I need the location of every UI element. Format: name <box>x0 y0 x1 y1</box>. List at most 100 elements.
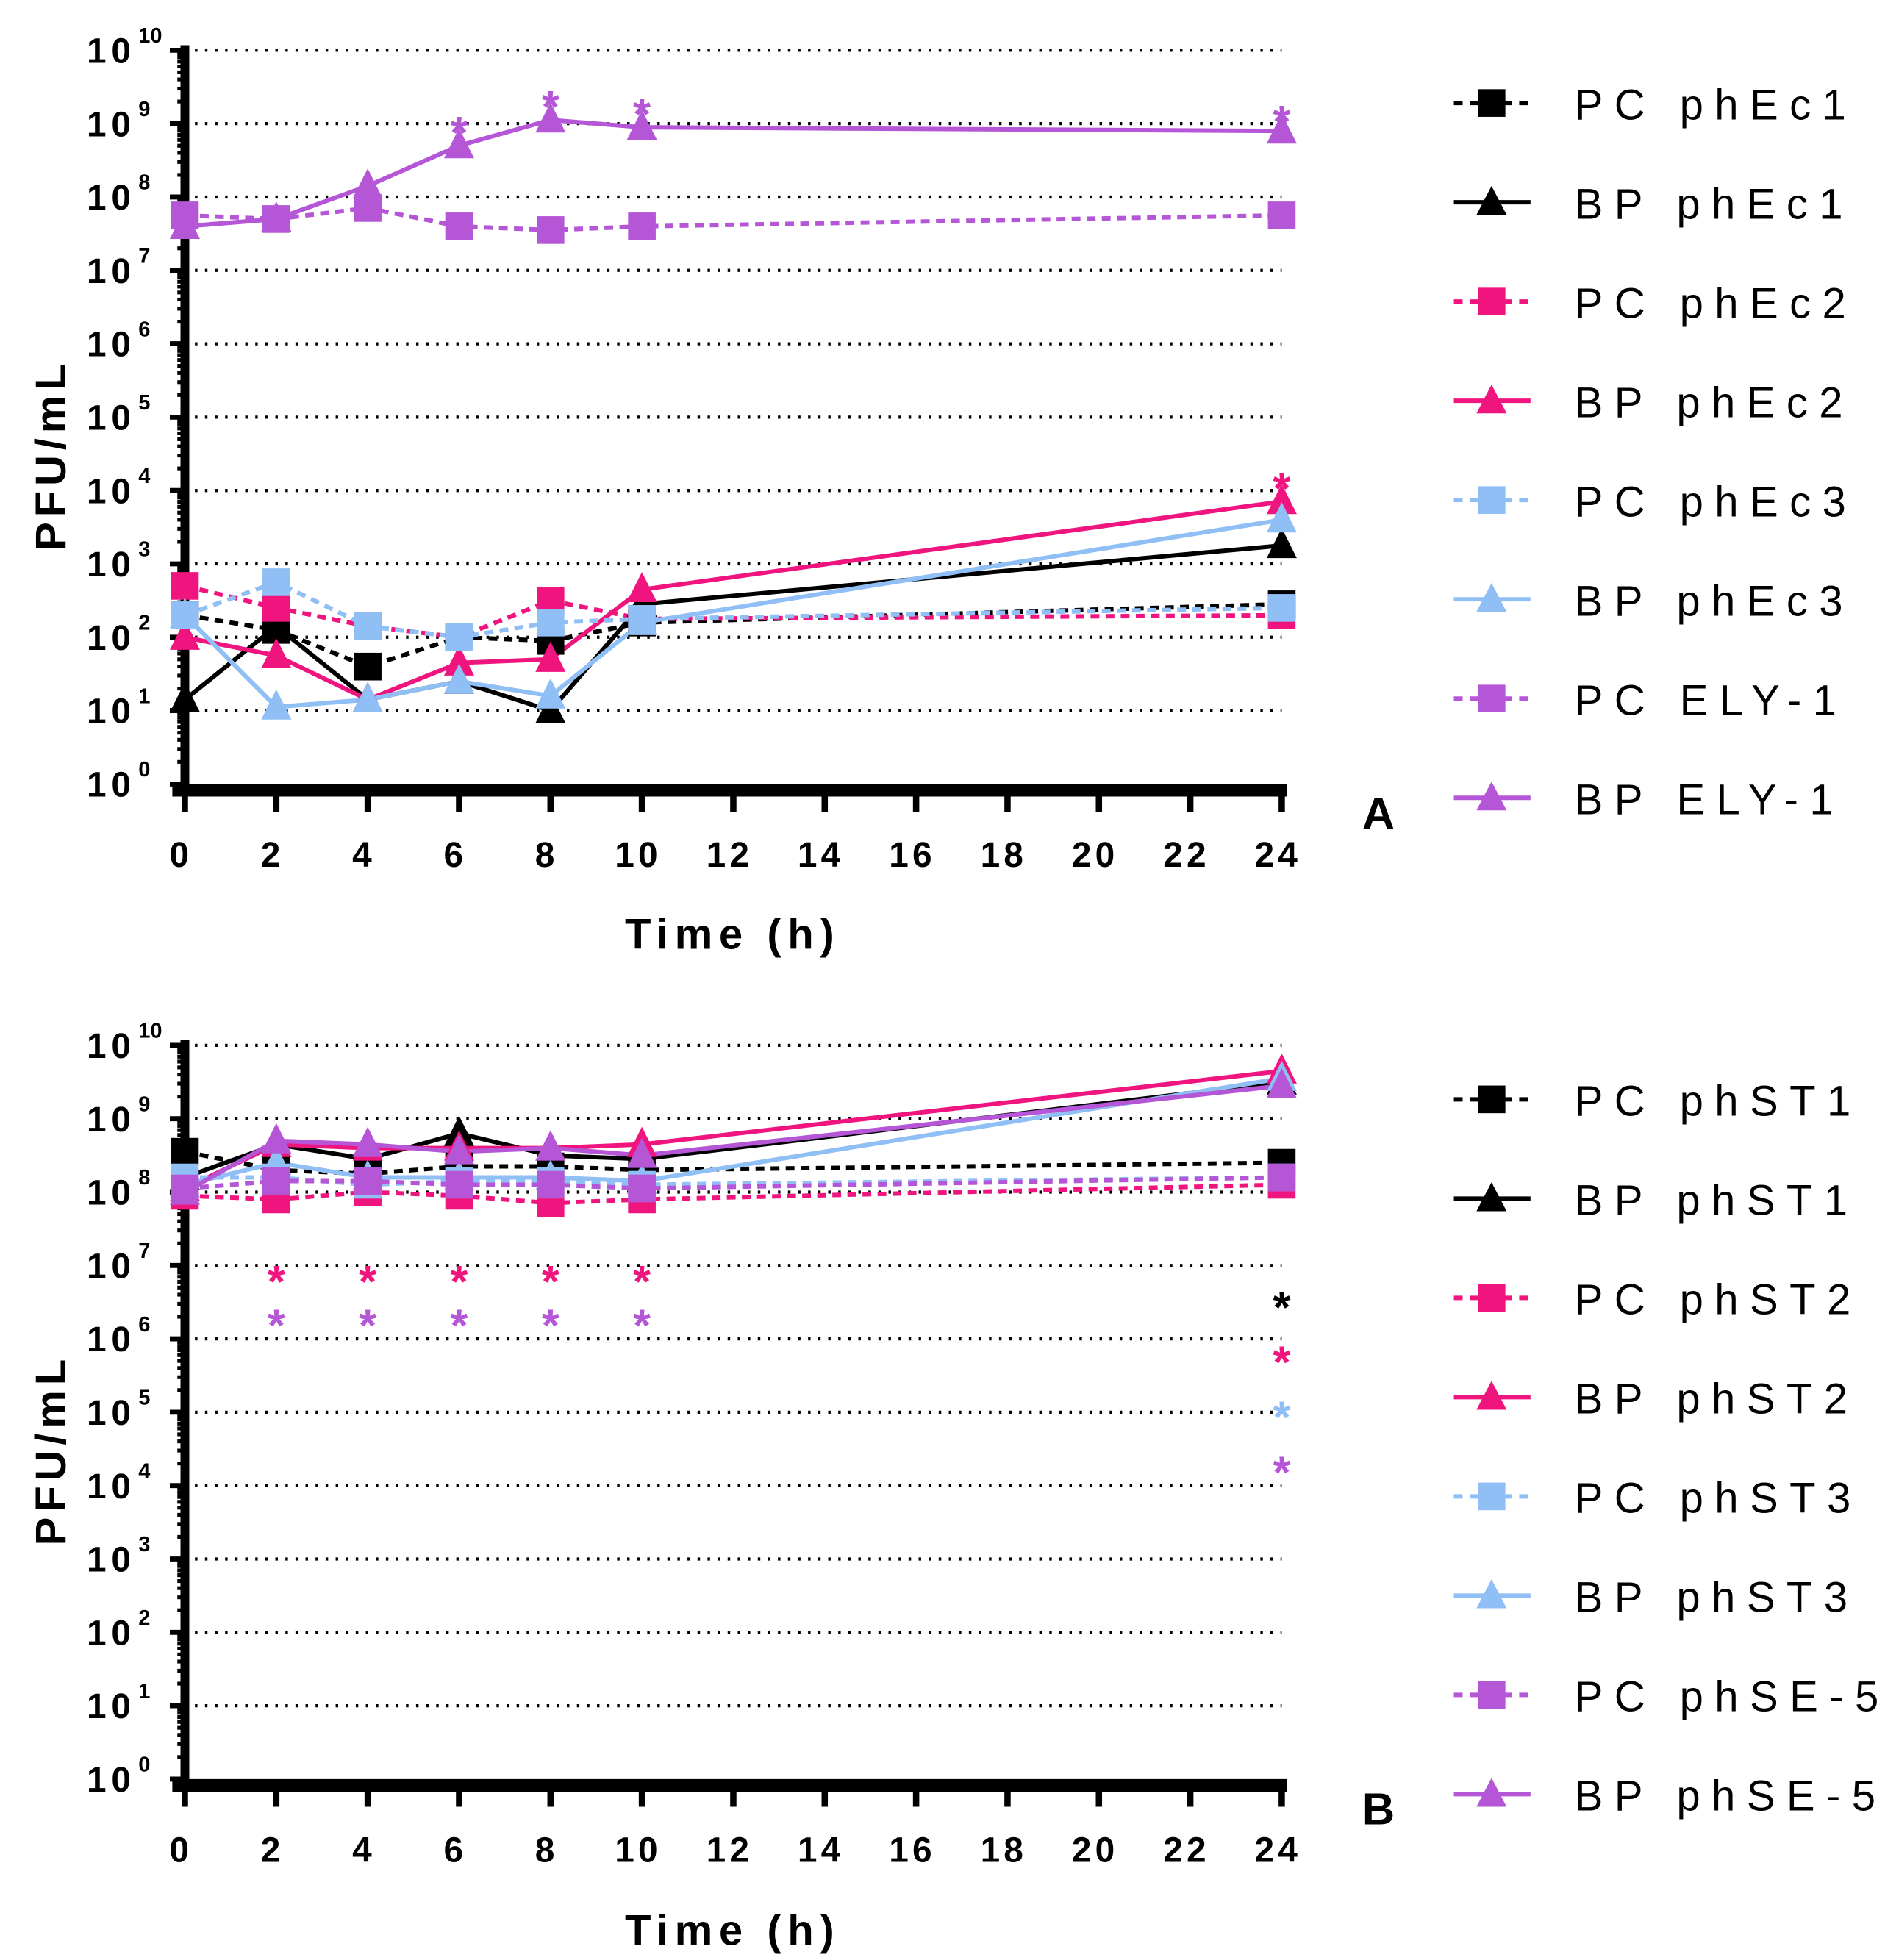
data-point-triangle <box>626 604 657 635</box>
x-tick-label: 2 <box>261 1831 285 1870</box>
data-point-square <box>262 568 290 596</box>
x-tick-label: 16 <box>889 1831 935 1870</box>
data-point-triangle <box>261 201 292 232</box>
data-point-triangle <box>1266 528 1297 559</box>
data-point-triangle <box>169 208 200 239</box>
x-tick-label: 8 <box>535 1831 559 1870</box>
legend-label: PC phSE-5 <box>1575 1673 1885 1721</box>
y-tick-label: 10 <box>87 179 136 218</box>
x-axis-label: Time (h) <box>625 1906 840 1954</box>
significance-star: * <box>1273 96 1290 147</box>
legend-triangle-marker <box>1476 1579 1507 1609</box>
y-tick-exponent: 4 <box>138 465 150 488</box>
legend-triangle-marker <box>1476 781 1507 811</box>
legend: PC phST1 BP phST1 PC phST2 BP phST2 PC phST3… <box>1453 1078 1885 1820</box>
significance-star: * <box>542 1301 559 1351</box>
data-point-triangle <box>261 1123 292 1154</box>
data-point-triangle <box>1266 1067 1297 1098</box>
legend-square-marker <box>1478 1085 1506 1114</box>
legend-label: BP phEc3 <box>1575 577 1854 625</box>
y-tick-label: 10 <box>87 1467 136 1506</box>
panel-letter: B <box>1362 1784 1395 1834</box>
y-tick-exponent: 8 <box>138 1166 150 1190</box>
legend-triangle-marker <box>1476 185 1507 215</box>
data-point-square <box>628 1174 656 1203</box>
x-tick-label: 8 <box>535 836 559 875</box>
data-point-triangle <box>169 682 200 712</box>
series-line-BP-phEc3 <box>183 518 1282 709</box>
y-tick-label: 10 <box>87 1027 136 1066</box>
legend-triangle-marker <box>1476 1778 1507 1807</box>
data-point-square <box>445 623 473 651</box>
series-group <box>169 102 1297 723</box>
x-tick-label: 20 <box>1072 836 1118 875</box>
series-line-BP-phST1 <box>184 1079 1282 1180</box>
legend-label: BP phSE-5 <box>1575 1773 1885 1820</box>
legend-triangle-marker <box>1476 582 1507 612</box>
legend-square-marker <box>1478 486 1506 514</box>
x-tick-label: 0 <box>169 836 193 875</box>
y-tick-exponent: 7 <box>138 1240 150 1263</box>
data-point-triangle <box>443 663 474 694</box>
x-tick-label: 12 <box>707 836 753 875</box>
data-point-triangle <box>535 102 566 133</box>
y-tick-label: 10 <box>87 546 136 584</box>
y-tick-exponent: 2 <box>138 1606 150 1630</box>
data-point-triangle <box>535 1130 566 1161</box>
data-point-triangle <box>352 168 383 199</box>
data-point-square <box>537 609 565 637</box>
legend-label: PC phST1 <box>1575 1078 1862 1126</box>
series-line-PC-phEc1 <box>185 601 1282 669</box>
legend-triangle-marker <box>1476 1381 1507 1410</box>
y-tick-label: 10 <box>87 619 136 658</box>
data-point-triangle <box>535 678 566 709</box>
data-point-triangle <box>352 1126 383 1157</box>
x-tick-label: 24 <box>1255 836 1301 875</box>
y-tick-label: 10 <box>87 1687 136 1726</box>
y-tick-exponent: 3 <box>138 538 150 562</box>
legend-triangle-marker <box>1476 384 1507 414</box>
significance-star: * <box>633 89 651 140</box>
y-tick-label: 10 <box>87 1101 136 1140</box>
x-tick-label: 18 <box>981 836 1027 875</box>
x-tick-label: 0 <box>169 1831 193 1870</box>
y-tick-exponent: 9 <box>138 1092 150 1116</box>
y-tick-label: 10 <box>87 32 136 71</box>
data-point-square <box>1267 1163 1296 1192</box>
data-point-triangle <box>626 1137 657 1168</box>
x-tick-label: 14 <box>798 836 844 875</box>
panel-letter: A <box>1362 789 1395 840</box>
y-tick-exponent: 2 <box>138 612 150 635</box>
legend-label: BP phEc1 <box>1575 180 1854 228</box>
significance-star: * <box>1273 1282 1290 1333</box>
legend-label: BP ELY-1 <box>1575 776 1845 823</box>
significance-star: * <box>359 1301 376 1351</box>
significance-star: * <box>542 1256 559 1307</box>
legend-triangle-marker <box>1476 1182 1507 1212</box>
legend-label: PC ELY-1 <box>1575 676 1848 724</box>
significance-star: * <box>1273 1447 1290 1498</box>
series-group <box>169 1053 1297 1217</box>
legend-square-marker <box>1478 1482 1506 1511</box>
y-tick-exponent: 9 <box>138 98 150 121</box>
significance-star: * <box>542 82 559 132</box>
legend-label: BP phST3 <box>1575 1574 1859 1622</box>
series-line-PC-phST3 <box>185 1175 1282 1187</box>
legend-label: PC phEc1 <box>1575 81 1858 129</box>
x-tick-label: 18 <box>981 1831 1027 1870</box>
data-point-square <box>1267 594 1296 622</box>
y-tick-exponent: 7 <box>138 245 150 268</box>
x-tick-label: 20 <box>1072 1831 1118 1870</box>
data-point-triangle <box>443 645 474 676</box>
series-line-BP-phEc1 <box>183 543 1282 714</box>
y-tick-exponent: 3 <box>138 1533 150 1556</box>
significance-star: * <box>633 1256 651 1307</box>
y-tick-exponent: 6 <box>138 318 150 341</box>
data-point-triangle <box>169 597 200 628</box>
y-tick-exponent: 5 <box>138 1387 150 1410</box>
y-tick-label: 10 <box>87 1247 136 1286</box>
data-point-square <box>262 1167 290 1195</box>
significance-star: * <box>268 1301 285 1351</box>
